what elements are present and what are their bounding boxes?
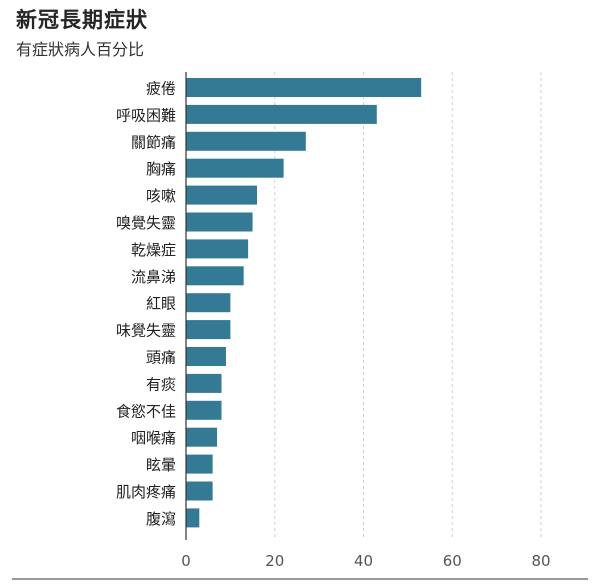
bar bbox=[186, 508, 200, 528]
bar bbox=[186, 266, 244, 286]
bar bbox=[186, 454, 213, 474]
bar bbox=[186, 185, 257, 205]
category-label: 頭痛 bbox=[146, 349, 176, 367]
category-label: 流鼻涕 bbox=[131, 268, 176, 286]
bar bbox=[186, 373, 222, 393]
category-label: 有痰 bbox=[146, 375, 176, 393]
category-label: 肌肉疼痛 bbox=[116, 483, 176, 501]
category-label: 眩暈 bbox=[146, 456, 176, 474]
category-label: 乾燥症 bbox=[131, 241, 176, 259]
x-tick-label: 40 bbox=[354, 552, 373, 570]
x-tick-label: 0 bbox=[181, 552, 191, 570]
bar bbox=[186, 78, 422, 97]
x-tick-label: 60 bbox=[443, 552, 462, 570]
bar bbox=[186, 320, 231, 340]
category-label: 關節痛 bbox=[131, 133, 176, 151]
bar bbox=[186, 481, 213, 501]
x-tick-label: 20 bbox=[265, 552, 284, 570]
bar bbox=[186, 104, 377, 124]
chart-title: 新冠長期症狀 bbox=[16, 8, 148, 32]
category-label: 胸痛 bbox=[146, 160, 176, 178]
category-label: 食慾不佳 bbox=[116, 402, 176, 420]
bar bbox=[186, 400, 222, 420]
category-label: 咽喉痛 bbox=[131, 429, 176, 447]
category-label: 腹瀉 bbox=[146, 510, 176, 528]
category-label: 呼吸困難 bbox=[116, 106, 176, 124]
bar bbox=[186, 427, 218, 447]
category-label: 紅眼 bbox=[146, 295, 176, 313]
x-tick-label: 80 bbox=[531, 552, 550, 570]
category-label: 疲倦 bbox=[146, 80, 176, 98]
bar bbox=[186, 293, 231, 313]
category-label: 咳嗽 bbox=[146, 187, 176, 205]
bar bbox=[186, 212, 253, 232]
chart-subtitle: 有症狀病人百分比 bbox=[16, 40, 145, 59]
bottom-divider bbox=[12, 578, 588, 580]
bar bbox=[186, 158, 284, 178]
category-label: 嗅覺失靈 bbox=[116, 214, 176, 232]
bar bbox=[186, 239, 249, 259]
category-label: 味覺失靈 bbox=[116, 322, 176, 340]
bar bbox=[186, 347, 226, 366]
bar bbox=[186, 131, 306, 151]
